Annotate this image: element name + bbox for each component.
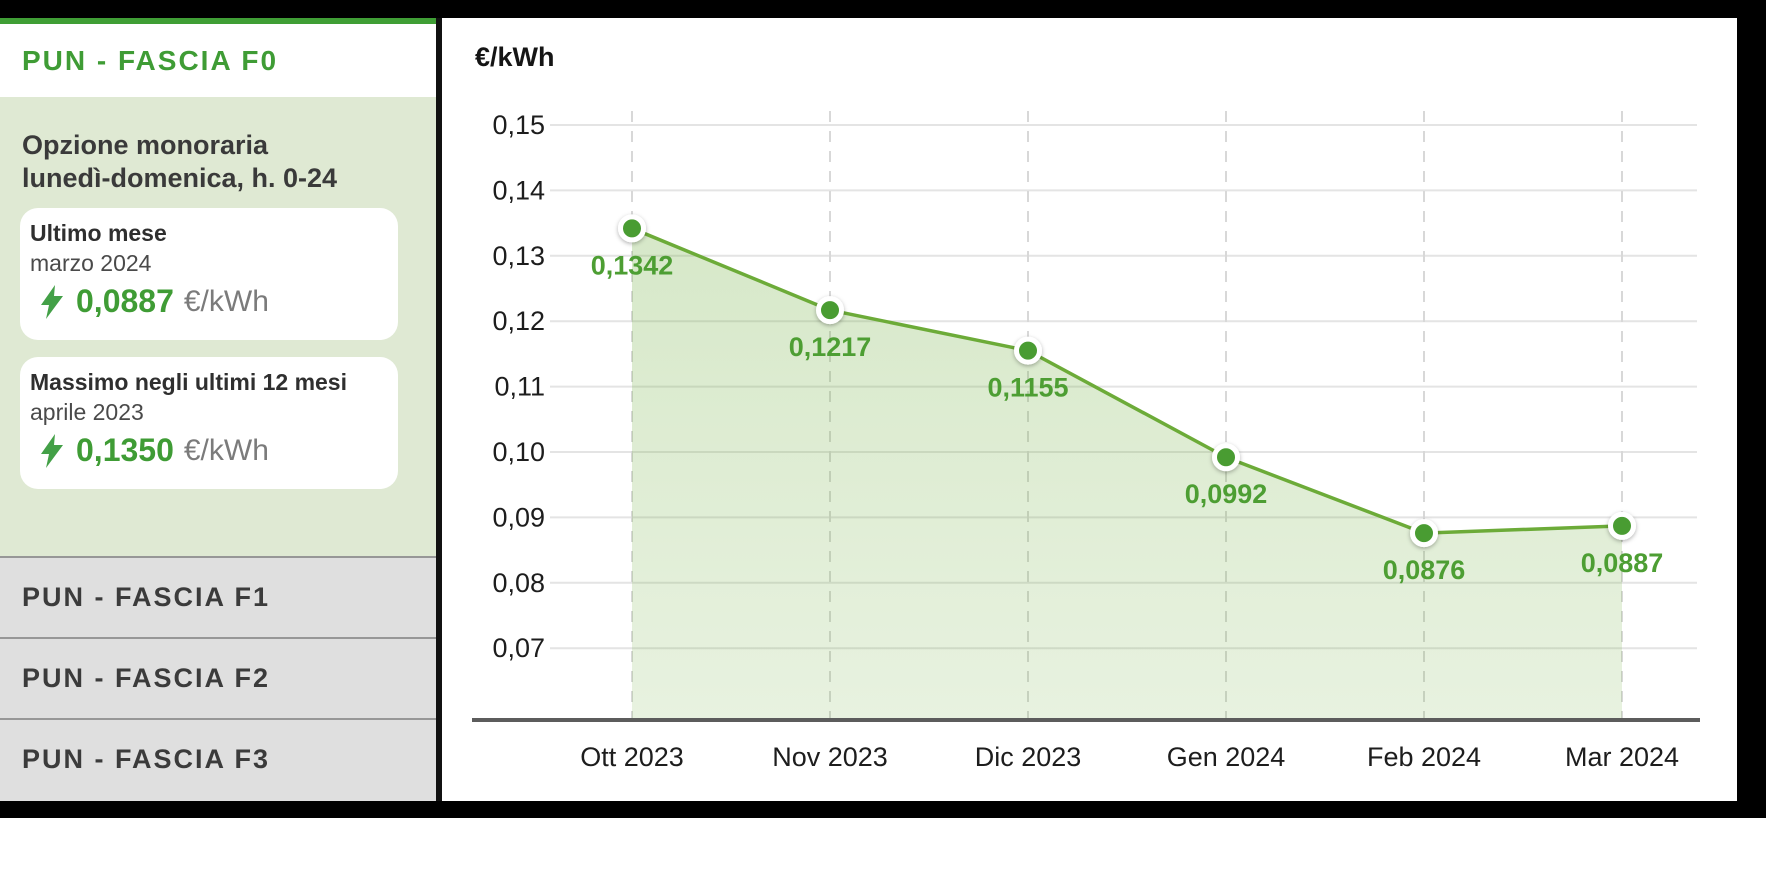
x-tick-label: Gen 2024 (1167, 742, 1286, 772)
y-tick-label: 0,14 (492, 175, 545, 205)
stat-card-title: Ultimo mese (30, 220, 167, 246)
tab-pun-fascia-f2[interactable]: PUN - FASCIA F2 (0, 637, 436, 718)
frame-bottom-edge (0, 801, 1766, 818)
x-tick-label: Ott 2023 (580, 742, 684, 772)
stat-card-value-row: 0,0887 €/kWh (30, 283, 388, 320)
data-point-marker[interactable] (1410, 519, 1438, 548)
stat-card-12-month-max: Massimo negli ultimi 12 mesi aprile 2023… (20, 357, 398, 489)
option-title: Opzione monoraria lunedì-domenica, h. 0-… (22, 129, 337, 195)
option-title-line2: lunedì-domenica, h. 0-24 (22, 163, 338, 193)
data-point-marker[interactable] (1212, 443, 1240, 472)
y-tick-label: 0,07 (492, 633, 545, 663)
sidebar: PUN - FASCIA F0 Opzione monoraria lunedì… (0, 18, 436, 801)
stat-card-value: 0,0887 (76, 283, 174, 319)
data-point-marker[interactable] (1608, 511, 1636, 540)
y-tick-label: 0,15 (492, 110, 545, 140)
frame-top-edge (0, 0, 1766, 18)
fascia-tab-list: PUN - FASCIA F1 PUN - FASCIA F2 PUN - FA… (0, 556, 436, 801)
x-tick-label: Mar 2024 (1565, 742, 1679, 772)
chart-title: €/kWh (475, 42, 555, 72)
sidebar-chart-divider (436, 18, 442, 801)
area-fill (632, 228, 1622, 720)
y-tick-label: 0,08 (492, 568, 545, 598)
lightning-bolt-icon (41, 433, 63, 468)
y-tick-label: 0,10 (492, 437, 545, 467)
stat-card-title: Massimo negli ultimi 12 mesi (30, 369, 347, 395)
stat-card-period: marzo 2024 (30, 250, 152, 276)
tab-pun-fascia-f1[interactable]: PUN - FASCIA F1 (0, 556, 436, 637)
active-tab-accent-line (0, 18, 436, 24)
y-tick-label: 0,11 (494, 372, 545, 402)
price-chart: 0,15 0,14 0,13 0,12 0,11 0,10 0,09 0,08 0,07 Ott … (442, 18, 1737, 801)
stat-card-value-row: 0,1350 €/kWh (30, 432, 388, 469)
data-point-marker[interactable] (816, 296, 844, 325)
trend-line (630, 226, 1624, 535)
stat-card-unit: €/kWh (183, 284, 269, 318)
y-tick-label: 0,12 (492, 306, 545, 336)
tab-pun-fascia-f1-label: PUN - FASCIA F1 (22, 582, 271, 612)
point-value-label: 0,1155 (987, 373, 1068, 403)
option-title-line1: Opzione monoraria (22, 130, 269, 160)
x-tick-label: Nov 2023 (772, 742, 888, 772)
tab-pun-fascia-f3-label: PUN - FASCIA F3 (22, 744, 271, 774)
x-tick-label: Dic 2023 (975, 742, 1082, 772)
point-value-label: 0,1217 (789, 332, 872, 362)
point-value-label: 0,0992 (1185, 479, 1268, 509)
fascia-f0-panel: Opzione monoraria lunedì-domenica, h. 0-… (0, 97, 436, 556)
tab-pun-fascia-f3[interactable]: PUN - FASCIA F3 (0, 718, 436, 799)
y-tick-label: 0,09 (492, 502, 545, 532)
stat-card-last-month: Ultimo mese marzo 2024 0,0887 €/kWh (20, 208, 398, 340)
data-point-marker[interactable] (618, 214, 646, 243)
point-value-label: 0,0876 (1383, 555, 1466, 585)
stat-card-period: aprile 2023 (30, 399, 144, 425)
frame-right-edge (1737, 0, 1766, 818)
tab-pun-fascia-f0[interactable]: PUN - FASCIA F0 (0, 24, 436, 97)
stat-card-value: 0,1350 (76, 432, 174, 468)
tab-pun-fascia-f2-label: PUN - FASCIA F2 (22, 663, 271, 693)
point-value-label: 0,0887 (1581, 548, 1664, 578)
stat-card-unit: €/kWh (183, 433, 269, 467)
x-tick-label: Feb 2024 (1367, 742, 1481, 772)
data-point-marker[interactable] (1014, 336, 1042, 365)
price-chart-card: €/kWh 0,15 0,14 0,13 0,12 0,11 0,10 0,09 0,08 0,… (442, 18, 1737, 801)
tab-pun-fascia-f0-label: PUN - FASCIA F0 (22, 44, 279, 76)
lightning-bolt-icon (41, 284, 63, 319)
y-tick-label: 0,13 (492, 241, 545, 271)
point-value-label: 0,1342 (591, 250, 674, 280)
